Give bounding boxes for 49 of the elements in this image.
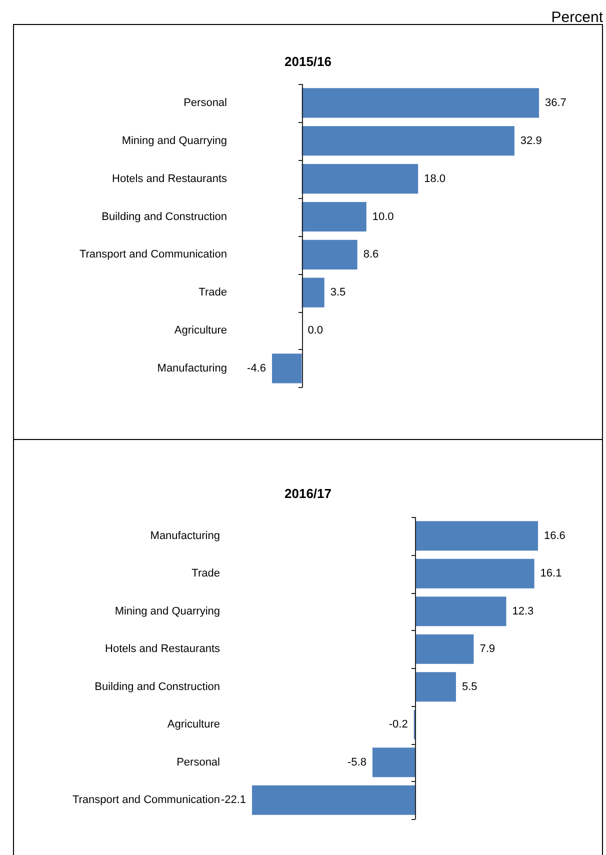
chart-title: 2016/17 [284, 486, 332, 501]
bar [302, 278, 324, 308]
y-tick-label: Building and Construction [94, 680, 220, 693]
data-label: 16.6 [544, 530, 566, 542]
data-label: 5.5 [462, 680, 478, 693]
y-tick-label: Personal [184, 96, 227, 109]
y-tick-label: Building and Construction [102, 210, 227, 223]
data-label: 12.3 [512, 605, 534, 618]
y-tick-label: Agriculture [174, 324, 227, 337]
data-label: 10.0 [372, 210, 394, 223]
data-label: 3.5 [330, 286, 346, 299]
data-label: 18.0 [424, 172, 446, 185]
data-label: 7.9 [480, 643, 495, 656]
y-tick-label: Mining and Quarrying [122, 134, 227, 147]
bar [302, 202, 366, 232]
bar [302, 88, 539, 118]
text: Percent [551, 9, 603, 26]
data-label: 32.9 [520, 134, 542, 147]
data-label: 8.6 [363, 248, 379, 261]
y-tick-label: Mining and Quarrying [114, 605, 220, 618]
y-tick-label: Hotels and Restaurants [112, 172, 228, 185]
bar [302, 126, 514, 156]
bar [415, 596, 506, 626]
y-tick-label: Hotels and Restaurants [105, 643, 220, 656]
bar [302, 240, 358, 270]
y-tick-label: Trade [192, 568, 220, 580]
data-label: -22.1 [220, 794, 246, 806]
y-tick-label: Personal [176, 756, 220, 768]
y-tick-label: Transport and Communication [72, 794, 220, 806]
y-tick-label: Transport and Communication [79, 248, 227, 261]
y-tick-label: Agriculture [167, 718, 220, 731]
bar [272, 354, 302, 384]
chart-title: 2015/16 [284, 54, 332, 69]
bar [302, 164, 418, 194]
bar [372, 748, 416, 778]
data-label: -0.2 [388, 718, 408, 731]
y-tick-label: Manufacturing [150, 530, 220, 542]
bar [415, 672, 456, 702]
y-tick-label: Trade [198, 286, 227, 299]
y-tick-label: Manufacturing [157, 362, 227, 374]
data-label: 0.0 [308, 324, 324, 337]
data-label: 36.7 [545, 96, 566, 109]
bar [415, 521, 538, 551]
bar [415, 558, 534, 588]
bar [415, 634, 474, 664]
bar [252, 785, 416, 815]
data-label: -5.8 [347, 756, 366, 768]
data-label: -4.6 [247, 362, 266, 374]
data-label: 16.1 [540, 568, 562, 580]
